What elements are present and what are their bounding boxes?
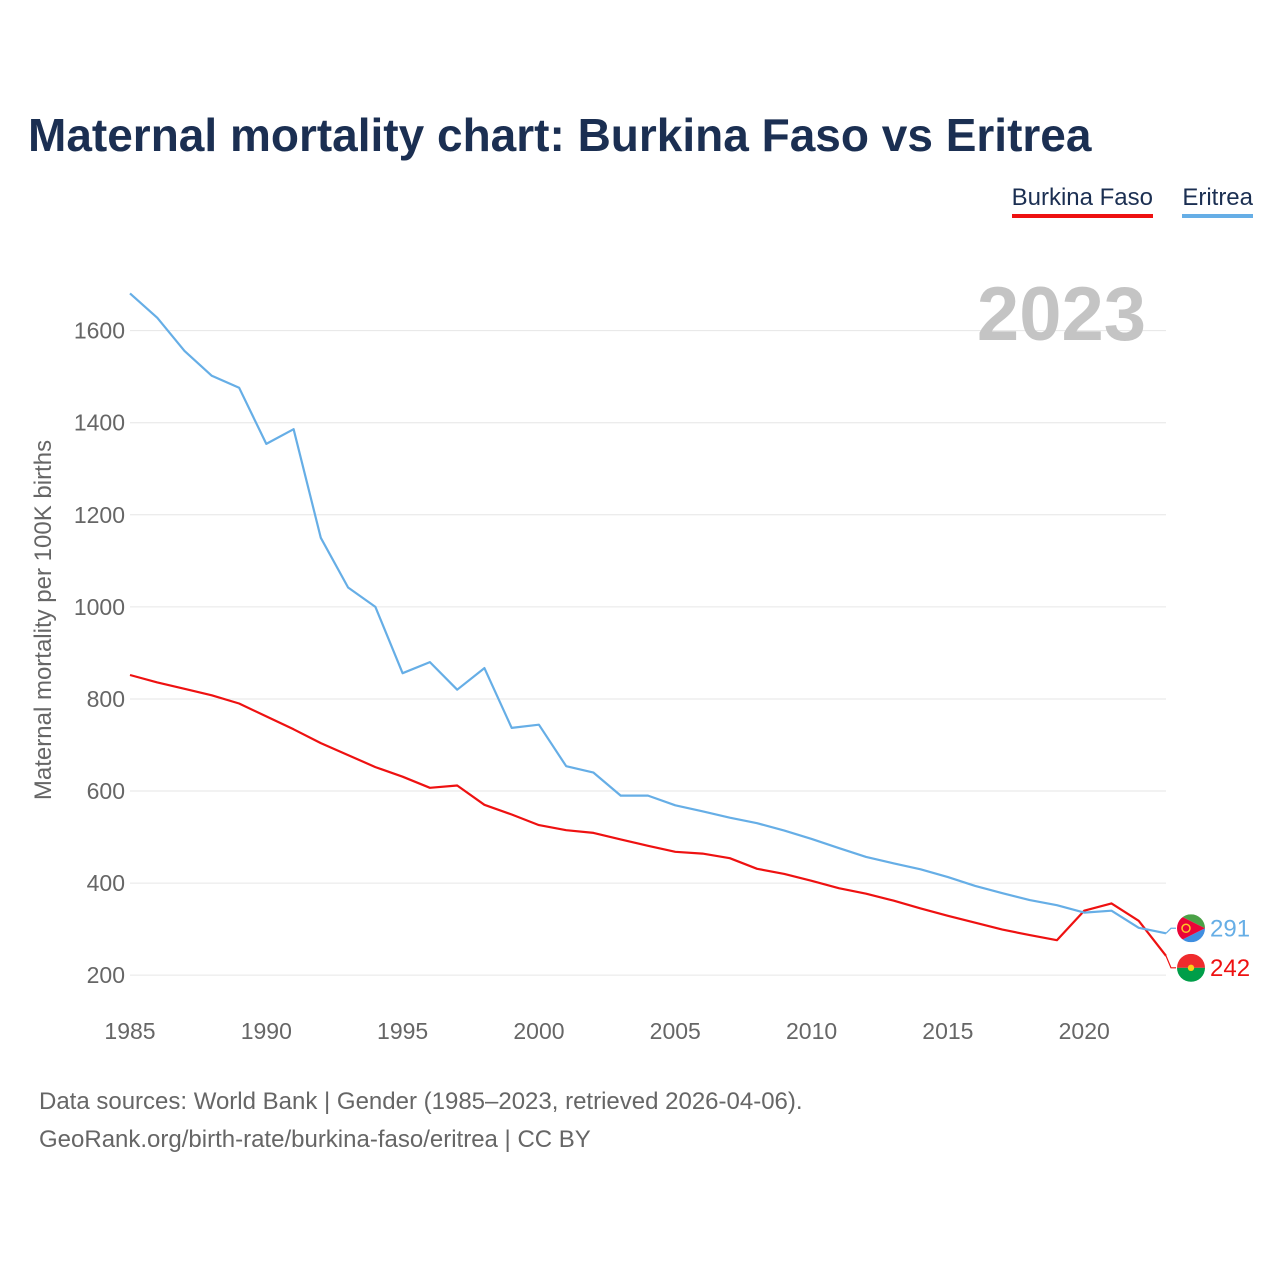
x-tick-label: 2015	[922, 1018, 973, 1044]
y-tick-label: 800	[87, 686, 125, 712]
end-connector-eritrea	[1165, 927, 1176, 934]
footer-link[interactable]: GeoRank.org/birth-rate/burkina-faso/erit…	[39, 1126, 591, 1153]
x-tick-label: 2000	[513, 1018, 564, 1044]
x-tick-label: 2010	[786, 1018, 837, 1044]
y-axis-ticks: 200 400 600 800 1000 1200 1400 1600	[74, 318, 125, 989]
y-tick-label: 600	[87, 778, 125, 804]
series-line-burkina-faso	[129, 673, 1167, 957]
x-tick-label: 1995	[377, 1018, 428, 1044]
y-tick-label: 1200	[74, 502, 125, 528]
y-tick-label: 200	[87, 962, 125, 988]
y-tick-label: 1600	[74, 318, 125, 344]
x-tick-label: 1985	[104, 1018, 155, 1044]
x-tick-label: 2020	[1059, 1018, 1110, 1044]
y-tick-label: 400	[87, 870, 125, 896]
series-lines	[129, 292, 1167, 957]
y-tick-label: 1400	[74, 410, 125, 436]
flag-burkina-faso-icon	[1177, 953, 1205, 982]
y-axis-title: Maternal mortality per 100K births	[30, 440, 57, 800]
grid-lines	[130, 330, 1166, 976]
end-value-label-burkina-faso: 242	[1210, 955, 1250, 982]
series-line-eritrea	[129, 292, 1167, 935]
legend-burkina-faso[interactable]: Burkina Faso	[1011, 184, 1153, 218]
year-watermark: 2023	[977, 272, 1146, 357]
end-connector-burkina-faso	[1165, 955, 1176, 969]
footer-sources: Data sources: World Bank | Gender (1985–…	[39, 1088, 803, 1115]
y-tick-label: 1000	[74, 594, 125, 620]
flag-eritrea-icon	[1177, 914, 1205, 943]
x-tick-label: 2005	[650, 1018, 701, 1044]
x-axis-ticks: 1985 1990 1995 2000 2005 2010 2015 2020	[104, 1018, 1109, 1044]
end-value-label-eritrea: 291	[1210, 915, 1250, 942]
chart-title: Maternal mortality chart: Burkina Faso v…	[28, 109, 1092, 161]
x-tick-label: 1990	[241, 1018, 292, 1044]
legend-eritrea[interactable]: Eritrea	[1182, 184, 1253, 218]
